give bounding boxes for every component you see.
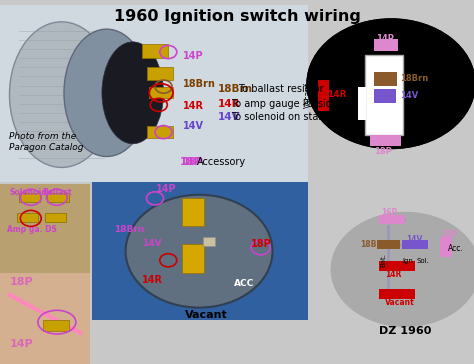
Bar: [365, 55, 403, 135]
Bar: [149, 87, 173, 98]
Text: 18P: 18P: [374, 147, 392, 155]
Text: To ballast resistor: To ballast resistor: [238, 84, 324, 94]
Text: Bat.: Bat.: [380, 253, 386, 267]
Circle shape: [308, 20, 474, 147]
Bar: [379, 289, 415, 299]
Text: 14R: 14R: [182, 100, 203, 111]
Text: DZ 1960: DZ 1960: [379, 326, 431, 336]
Bar: [0, 5, 308, 182]
Bar: [43, 320, 69, 331]
Text: 18P: 18P: [9, 277, 33, 287]
Text: 14V: 14V: [406, 235, 423, 244]
Text: Solenoid: Solenoid: [9, 189, 47, 197]
Ellipse shape: [9, 22, 114, 167]
Text: 14V: 14V: [401, 91, 419, 100]
Text: 14R: 14R: [218, 99, 241, 109]
Text: Vacant: Vacant: [304, 82, 312, 108]
Text: 14P: 14P: [9, 339, 33, 349]
Bar: [92, 182, 308, 320]
Text: 14V: 14V: [142, 240, 162, 248]
Text: 14P: 14P: [156, 184, 177, 194]
Text: 16P: 16P: [381, 209, 397, 217]
Bar: [147, 126, 173, 138]
Circle shape: [126, 195, 273, 308]
Text: 18P: 18P: [180, 157, 202, 167]
Bar: [182, 244, 204, 273]
Text: Sol.: Sol.: [416, 258, 429, 264]
Bar: [47, 193, 69, 202]
Bar: [203, 237, 215, 246]
Text: 18P: 18P: [251, 239, 272, 249]
Bar: [358, 87, 366, 120]
Bar: [374, 72, 397, 86]
Ellipse shape: [64, 29, 149, 157]
Bar: [182, 198, 204, 226]
Text: 18Brn: 18Brn: [360, 241, 386, 249]
Text: 18Brn: 18Brn: [182, 79, 215, 89]
Text: To solenoid on starter: To solenoid on starter: [231, 112, 336, 122]
Circle shape: [332, 213, 474, 326]
Bar: [374, 39, 398, 51]
Bar: [370, 135, 401, 146]
Text: 18Brn: 18Brn: [218, 84, 253, 94]
Text: Photo from the
Paragon Catalog: Photo from the Paragon Catalog: [9, 132, 84, 152]
Bar: [379, 261, 415, 271]
Bar: [374, 89, 396, 103]
Text: 14P: 14P: [182, 51, 203, 62]
Text: 14R: 14R: [327, 90, 346, 99]
Text: 14R: 14R: [142, 275, 163, 285]
Text: 18P: 18P: [441, 230, 457, 239]
Text: Vacant: Vacant: [185, 310, 228, 320]
Ellipse shape: [102, 42, 164, 144]
Text: Vacant: Vacant: [385, 298, 415, 306]
Text: 1960 Ignition switch wiring: 1960 Ignition switch wiring: [114, 9, 360, 24]
Bar: [318, 80, 329, 111]
Text: Ign: Ign: [402, 258, 413, 264]
Text: 14R: 14R: [385, 270, 401, 278]
Bar: [0, 184, 90, 273]
Text: Amp ga. DS: Amp ga. DS: [7, 225, 57, 234]
Text: Accessory: Accessory: [197, 157, 246, 167]
Text: 18Brn: 18Brn: [114, 225, 144, 234]
Text: 14V: 14V: [182, 120, 203, 131]
Bar: [377, 240, 400, 249]
Bar: [402, 240, 428, 249]
Text: ACC: ACC: [234, 280, 254, 288]
Bar: [142, 44, 168, 58]
Text: 14P: 14P: [376, 34, 394, 43]
Text: Acc.: Acc.: [448, 244, 464, 253]
Text: 18Brn: 18Brn: [401, 75, 429, 83]
Bar: [19, 193, 40, 202]
Text: To amp gauge PS side: To amp gauge PS side: [231, 99, 338, 109]
Bar: [45, 213, 66, 222]
Text: 18P: 18P: [182, 157, 203, 167]
Text: 14V: 14V: [218, 112, 241, 122]
Text: Ballast: Ballast: [43, 189, 72, 197]
Bar: [379, 215, 405, 224]
Bar: [0, 273, 90, 364]
Bar: [147, 67, 173, 80]
Bar: [17, 213, 38, 222]
Bar: [440, 237, 452, 257]
